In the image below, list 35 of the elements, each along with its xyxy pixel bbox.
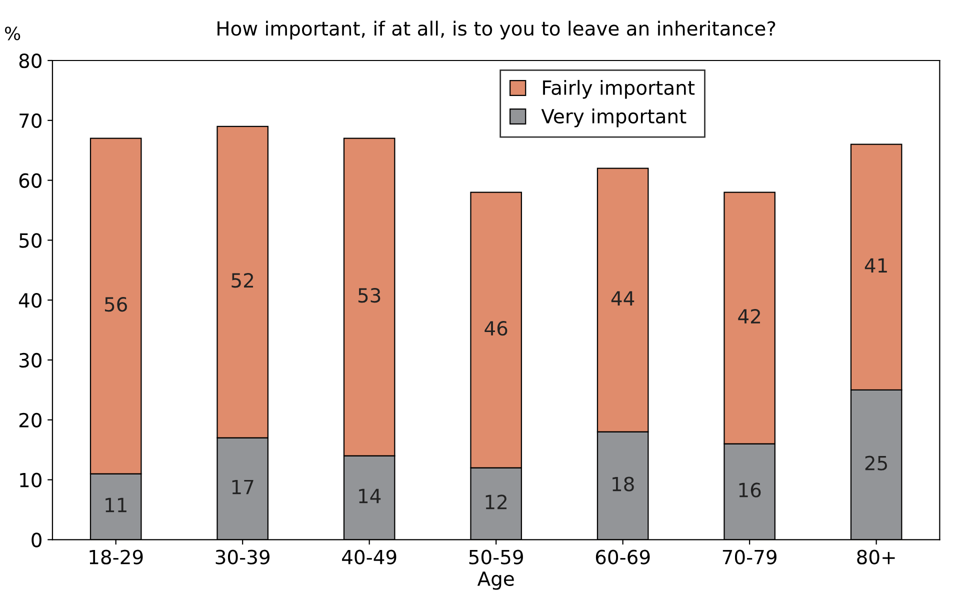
legend-label: Fairly important xyxy=(543,80,695,99)
data-label: 17 xyxy=(232,480,254,494)
x-tick-label: 50-59 xyxy=(469,550,523,564)
y-tick-label: 20 xyxy=(19,412,42,428)
x-axis-title: Age xyxy=(477,572,514,590)
data-label: 41 xyxy=(864,258,887,273)
data-label: 46 xyxy=(484,320,508,336)
data-label: 53 xyxy=(358,288,380,303)
x-tick-label: 30-39 xyxy=(216,550,270,564)
y-tick-label: 10 xyxy=(20,472,42,488)
x-tick-label: 18-29 xyxy=(90,550,143,564)
data-label: 44 xyxy=(611,291,634,306)
data-label: 52 xyxy=(232,273,254,288)
data-label: 42 xyxy=(738,308,760,324)
x-tick-label: 60-69 xyxy=(596,550,650,564)
data-label: 18 xyxy=(612,476,634,492)
data-label: 12 xyxy=(486,494,507,510)
y-tick-label: 60 xyxy=(19,173,42,188)
y-tick-label: 30 xyxy=(19,352,42,368)
legend-label: Very important xyxy=(541,108,686,128)
x-tick-label: 70-79 xyxy=(722,550,776,564)
y-axis-title: % xyxy=(4,26,20,40)
y-tick-label: 0 xyxy=(32,532,42,548)
x-tick-label: 80+ xyxy=(857,550,895,564)
data-label: 14 xyxy=(359,488,381,504)
y-tick-label: 70 xyxy=(20,113,42,128)
x-tick-label: 40-49 xyxy=(342,550,396,564)
data-label: 56 xyxy=(104,297,127,312)
y-tick-label: 50 xyxy=(20,233,42,248)
chart-title: How important, if at all, is to you to leave an inheritance? xyxy=(218,20,776,40)
data-label: 11 xyxy=(106,498,126,512)
data-label: 25 xyxy=(865,456,887,470)
y-tick-label: 80 xyxy=(19,53,42,68)
y-tick-label: 40 xyxy=(18,293,42,308)
data-label: 16 xyxy=(739,482,761,498)
